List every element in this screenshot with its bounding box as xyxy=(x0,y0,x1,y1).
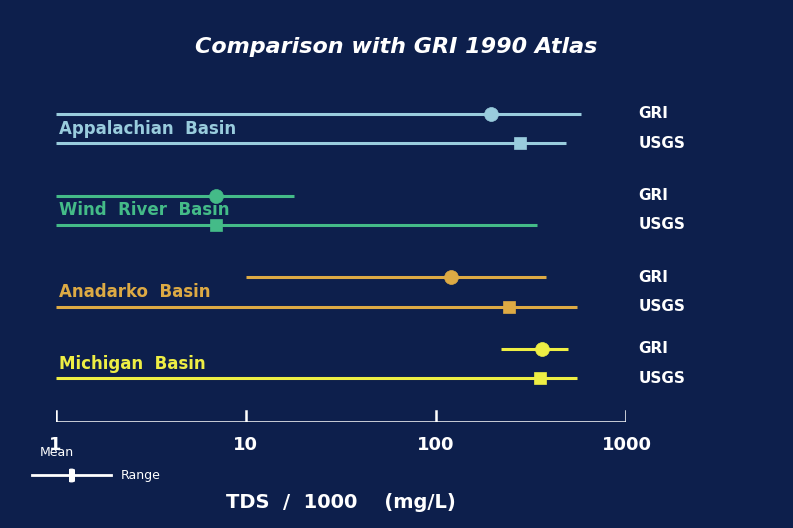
Text: Anadarko  Basin: Anadarko Basin xyxy=(59,283,211,301)
Text: GRI: GRI xyxy=(638,270,668,285)
Text: GRI: GRI xyxy=(638,188,668,203)
Text: USGS: USGS xyxy=(638,299,685,314)
Text: USGS: USGS xyxy=(638,218,685,232)
Text: USGS: USGS xyxy=(638,371,685,386)
Text: Comparison with GRI 1990 Atlas: Comparison with GRI 1990 Atlas xyxy=(195,37,598,57)
Text: Range: Range xyxy=(121,469,160,482)
Text: GRI: GRI xyxy=(638,107,668,121)
Text: Appalachian  Basin: Appalachian Basin xyxy=(59,120,236,138)
Text: Michigan  Basin: Michigan Basin xyxy=(59,355,206,373)
Text: GRI: GRI xyxy=(638,342,668,356)
Text: Mean: Mean xyxy=(40,446,74,459)
Text: USGS: USGS xyxy=(638,136,685,151)
Text: TDS  /  1000    (mg/L): TDS / 1000 (mg/L) xyxy=(226,493,456,512)
Text: Wind  River  Basin: Wind River Basin xyxy=(59,201,230,219)
